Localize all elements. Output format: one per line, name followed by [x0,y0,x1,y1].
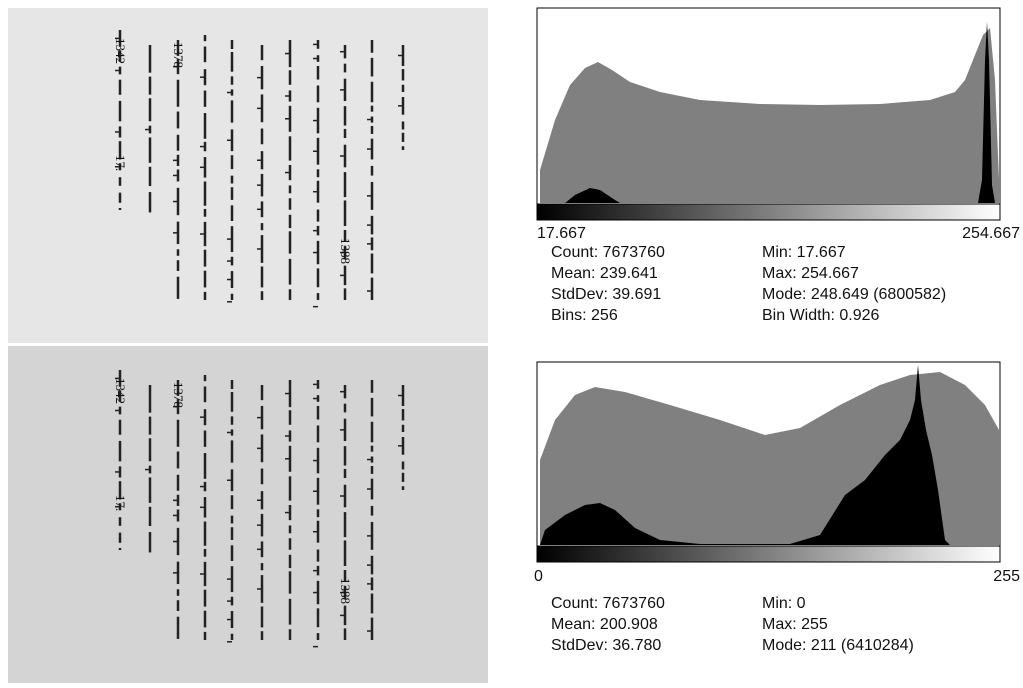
stat-label: Min: 17.667 [762,244,846,261]
stat-label: Bins: 256 [551,307,618,324]
document-number: 17. [113,495,128,511]
stat-label: Bin Width: 0.926 [762,307,880,324]
document-number: 17. [113,155,128,171]
stat-label: StdDev: 36.780 [551,637,661,654]
gradient-bar [537,204,1000,220]
document-number: 1342 [113,378,128,404]
axis-min: 17.667 [537,225,586,242]
document-image [8,8,488,343]
document-image [8,346,488,683]
stat-label: Max: 254.667 [762,265,859,282]
document-number: 1388 [338,238,353,264]
axis-max: 255 [993,568,1020,585]
document-number: 1378 [171,42,186,68]
document-number: 1342 [113,38,128,64]
axis-max: 254.667 [962,225,1020,242]
stat-label: Count: 7673760 [551,595,665,612]
gradient-bar [537,546,1000,562]
screenshot: 1342 1378 1388 17. 1342 1378 1388 17. 17.667 2… [0,0,1023,683]
stat-label: Count: 7673760 [551,244,665,261]
document-number: 1378 [171,382,186,408]
stat-label: Mean: 200.908 [551,616,658,633]
stat-label: Max: 255 [762,616,828,633]
axis-min: 0 [534,568,543,585]
stat-label: StdDev: 39.691 [551,286,661,303]
stat-label: Mean: 239.641 [551,265,658,282]
page: 1342 1378 1388 17. 1342 1378 1388 17. 17.667 2… [0,0,1023,688]
document-number: 1388 [338,578,353,604]
stat-label: Min: 0 [762,595,806,612]
stat-label: Mode: 211 (6410284) [762,637,914,654]
stat-label: Mode: 248.649 (6800582) [762,286,946,303]
